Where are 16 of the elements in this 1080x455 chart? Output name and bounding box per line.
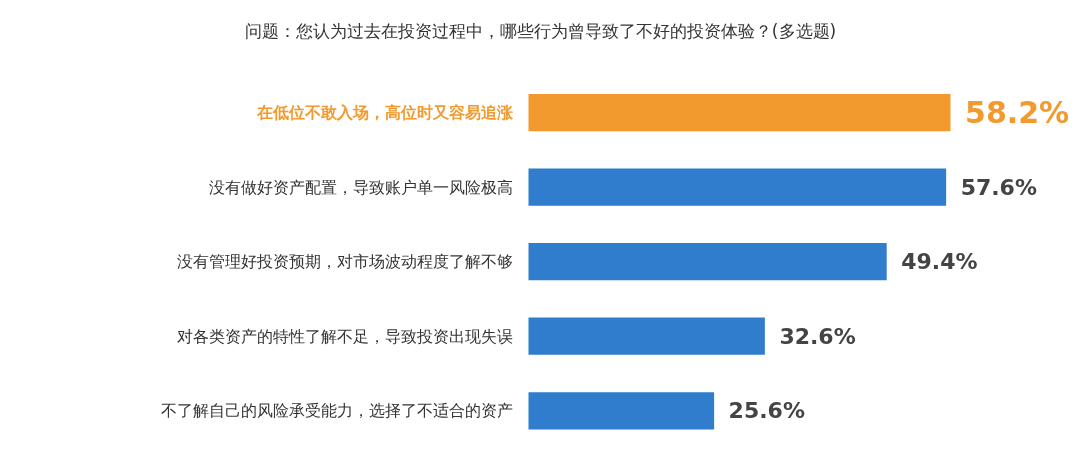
y-tick-label: 不了解自己的风险承受能力，选择了不适合的资产 (160, 401, 513, 421)
y-tick-label: 没有管理好投资预期，对市场波动程度了解不够 (176, 252, 513, 272)
data-label: 57.6% (960, 174, 1037, 200)
bar (528, 243, 887, 281)
data-label: 58.2% (965, 95, 1070, 131)
bar (528, 317, 765, 355)
bar (528, 392, 715, 430)
data-label: 25.6% (728, 398, 805, 424)
y-tick-label: 在低位不敢入场，高位时又容易追涨 (255, 103, 514, 123)
bar (528, 168, 947, 206)
data-label: 32.6% (779, 323, 856, 349)
data-label: 49.4% (901, 249, 978, 275)
y-tick-label: 没有做好资产配置，导致账户单一风险极高 (208, 177, 513, 197)
y-tick-label: 对各类资产的特性了解不足，导致投资出现失误 (176, 326, 513, 346)
chart-title: 问题：您认为过去在投资过程中，哪些行为曾导致了不好的投资体验？(多选题) (244, 20, 837, 41)
bar (528, 93, 951, 132)
